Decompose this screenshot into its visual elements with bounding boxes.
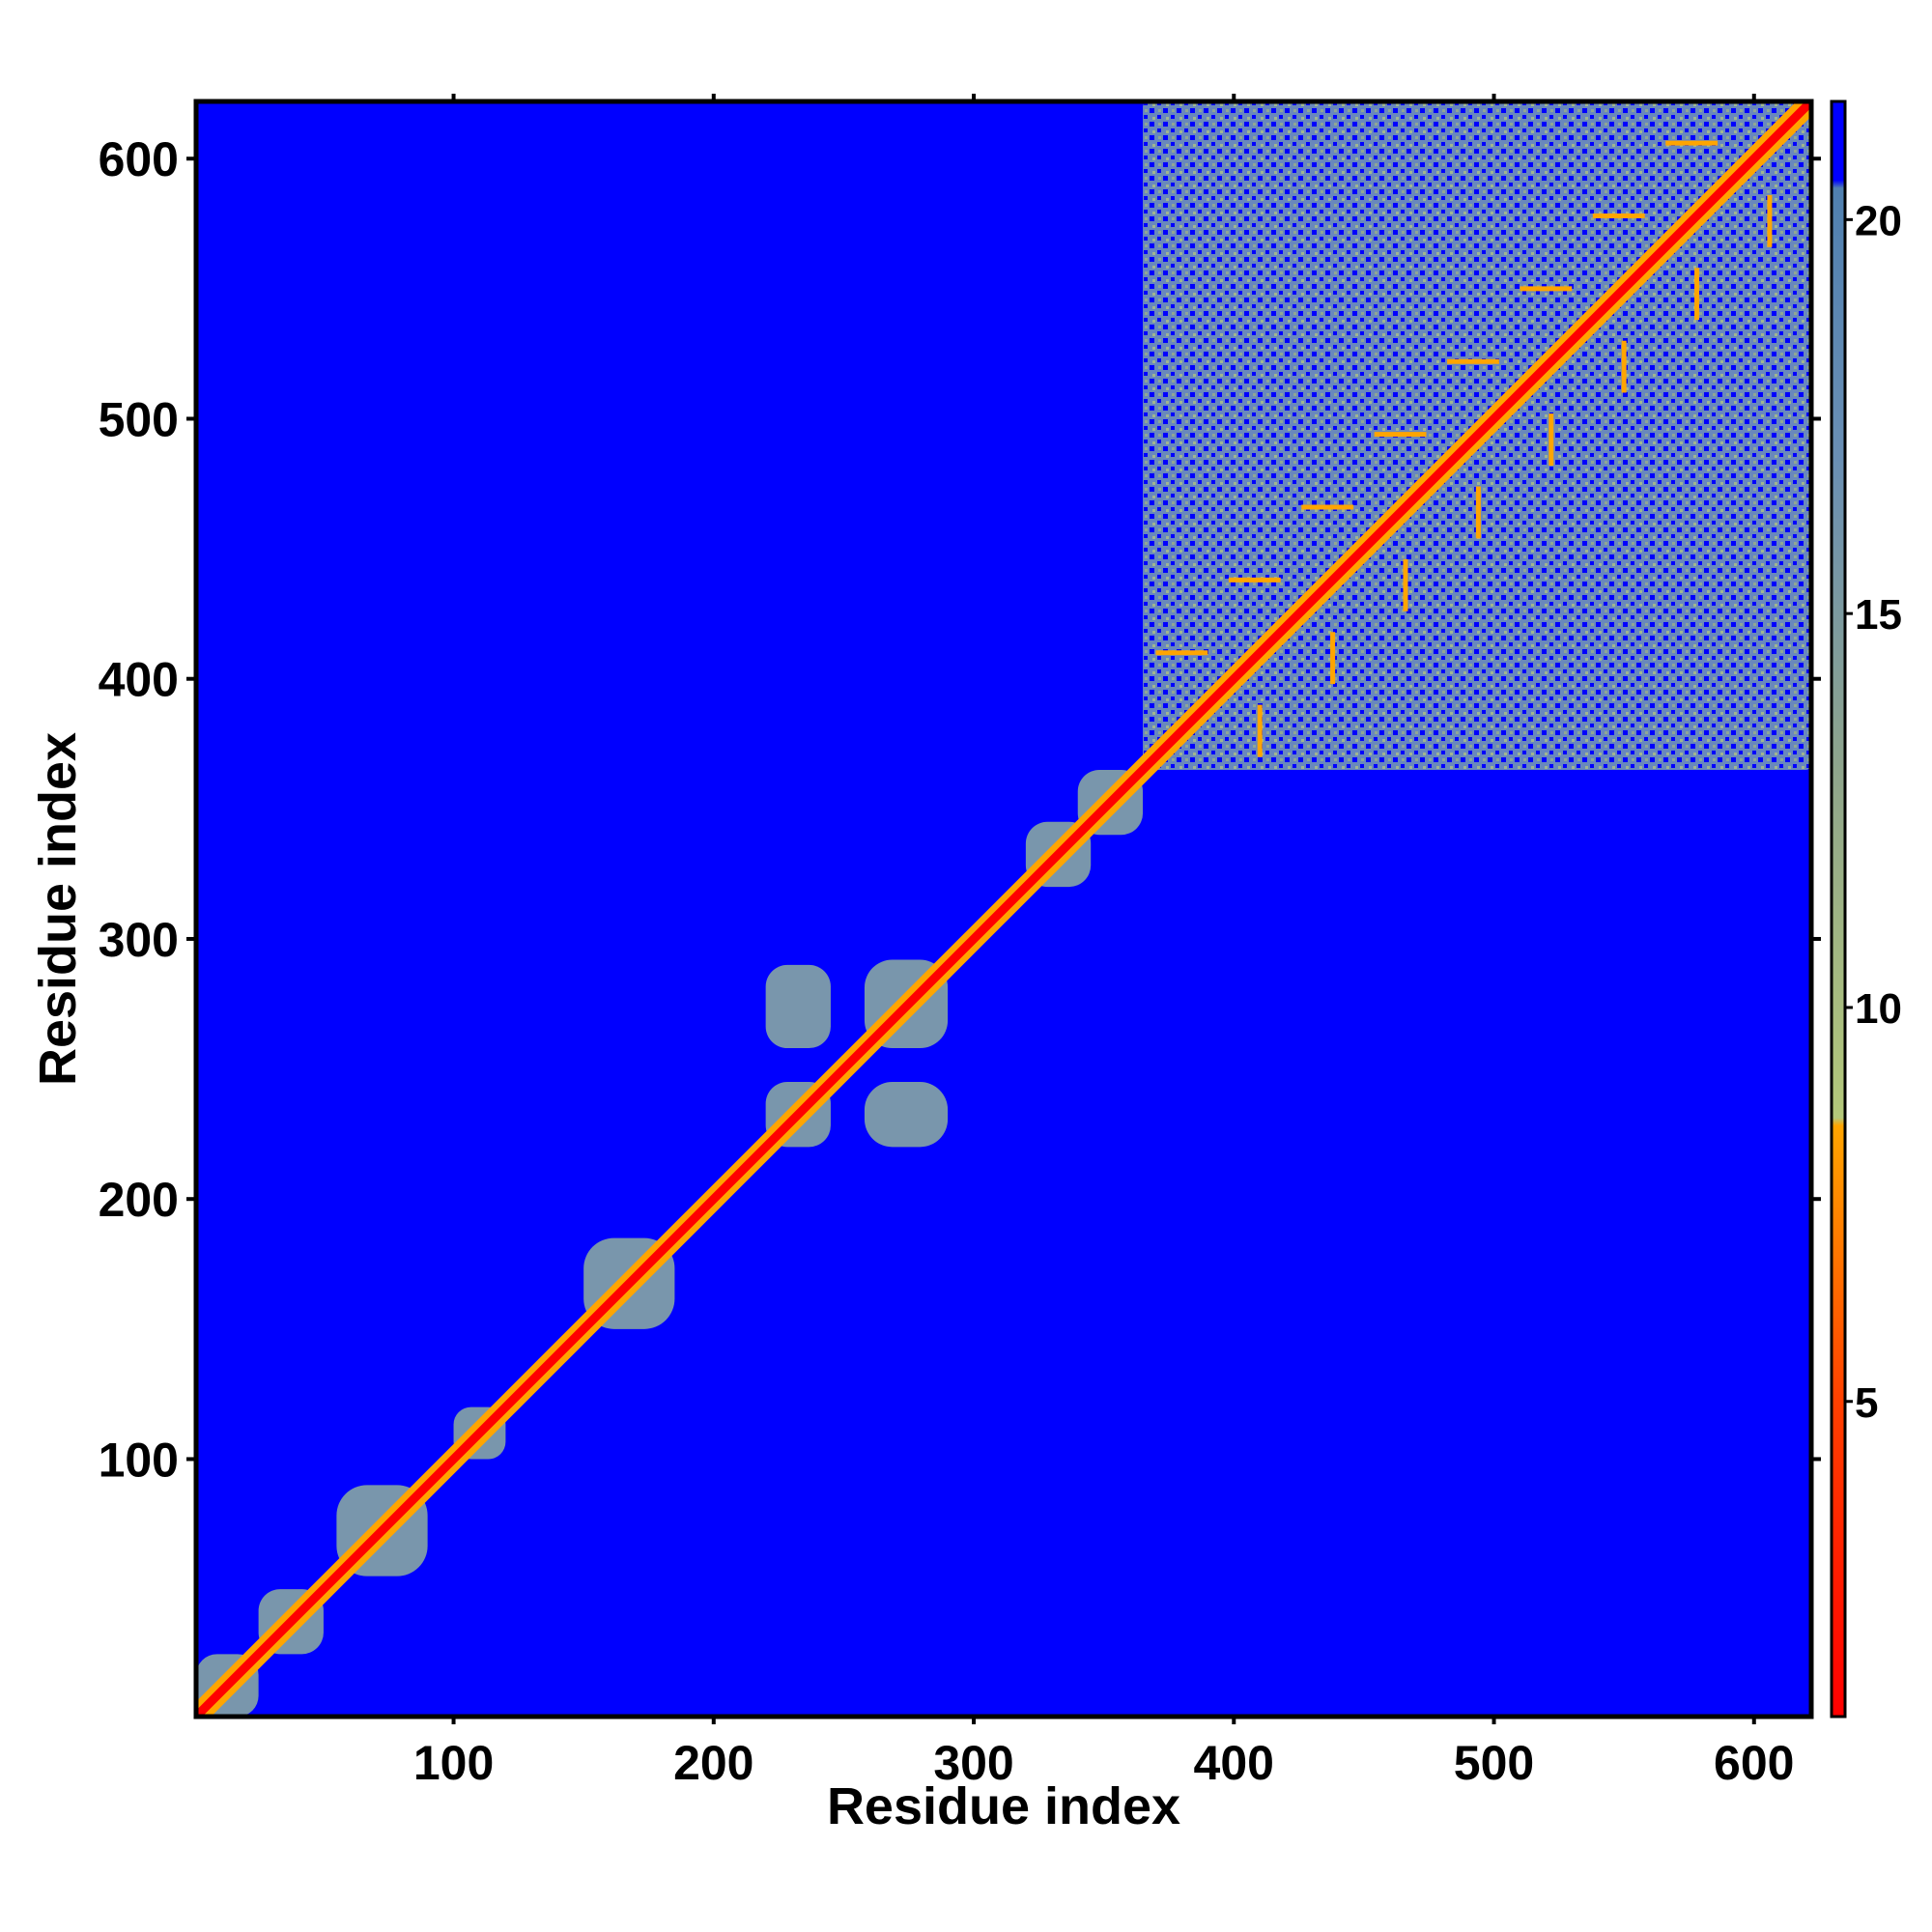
contact-block-7 [864, 1082, 949, 1148]
colorbar-gradient [1832, 101, 1845, 1717]
diagonal-contacts [196, 101, 1811, 1717]
colorbar-tick-label: 15 [1855, 591, 1902, 639]
x-axis-title: Residue index [827, 1777, 1180, 1835]
plot-frame [193, 99, 1814, 1719]
y-tick-label: 200 [99, 1173, 179, 1227]
y-tick-label: 300 [99, 913, 179, 967]
contact-block-6 [765, 964, 831, 1049]
colorbar: 5 10 15 20 [1830, 99, 1902, 1719]
colorbar-frame [1830, 99, 1847, 1719]
x-tick-label: 100 [413, 1736, 494, 1790]
y-tick-label: 600 [99, 132, 179, 186]
x-tick-label: 600 [1714, 1736, 1794, 1790]
colorbar-tick-label: 20 [1855, 197, 1902, 244]
diagonal-line [196, 101, 1811, 1717]
x-tick-label: 200 [673, 1736, 753, 1790]
x-tick-label: 500 [1454, 1736, 1534, 1790]
x-tick-label: 400 [1194, 1736, 1274, 1790]
y-tick-label: 100 [99, 1433, 179, 1487]
y-axis-title: Residue index [29, 732, 87, 1086]
colorbar-tick-label: 10 [1855, 985, 1902, 1033]
y-axis: 100 200 300 400 500 600 [99, 132, 1821, 1487]
y-tick-label: 400 [99, 653, 179, 707]
colorbar-tick-label: 5 [1855, 1379, 1878, 1427]
x-tick-label: 300 [933, 1736, 1013, 1790]
x-axis: 100 200 300 400 500 600 [413, 94, 1794, 1790]
y-tick-label: 500 [99, 392, 179, 446]
